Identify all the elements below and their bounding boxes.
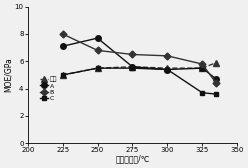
C <box>215 93 218 95</box>
X-axis label: 热处理温度/℃: 热处理温度/℃ <box>115 155 150 164</box>
A <box>96 37 99 39</box>
C <box>131 67 134 69</box>
C <box>166 69 169 71</box>
Line: A: A <box>60 35 219 82</box>
A <box>166 69 169 71</box>
Line: 对照: 对照 <box>60 60 219 78</box>
Line: B: B <box>60 32 219 86</box>
Legend: 对照, A, B, C: 对照, A, B, C <box>39 75 59 102</box>
B <box>131 53 134 55</box>
对照 <box>215 62 218 64</box>
Line: C: C <box>60 66 219 97</box>
A <box>215 78 218 80</box>
对照 <box>131 66 134 68</box>
A <box>201 67 204 69</box>
B <box>201 63 204 65</box>
C <box>61 74 64 76</box>
A <box>61 45 64 47</box>
对照 <box>96 67 99 69</box>
B <box>61 33 64 35</box>
C <box>96 67 99 69</box>
B <box>96 49 99 51</box>
A <box>131 66 134 68</box>
对照 <box>201 67 204 69</box>
B <box>215 82 218 84</box>
B <box>166 55 169 57</box>
Y-axis label: MOE/GPa: MOE/GPa <box>4 58 13 92</box>
对照 <box>166 67 169 69</box>
对照 <box>61 74 64 76</box>
C <box>201 92 204 94</box>
